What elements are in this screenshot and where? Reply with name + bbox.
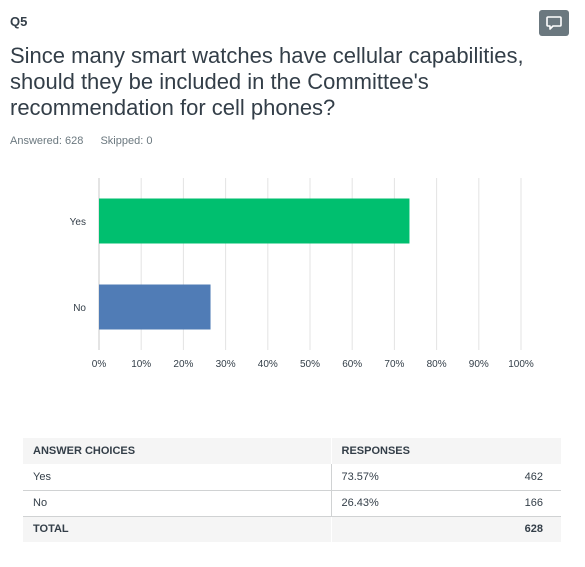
x-tick-label: 80%: [427, 359, 447, 370]
header-count: [482, 438, 561, 464]
speech-bubble-icon: [546, 16, 562, 30]
total-spacer: [331, 516, 483, 542]
row-choice: No: [23, 490, 332, 517]
bar-chart-svg: 0% 10% 20% 30% 40% 50% 60% 70% 80% 90% 100% Yes No: [70, 178, 534, 370]
total-label: TOTAL: [23, 516, 332, 542]
row-percent: 26.43%: [331, 490, 483, 517]
question-title: Since many smart watches have cellular c…: [10, 43, 524, 120]
table-row: No 26.43% 166: [23, 490, 561, 517]
x-tick-label: 40%: [258, 359, 278, 370]
header-responses: RESPONSES: [331, 438, 483, 464]
row-choice: Yes: [23, 464, 332, 491]
skipped-count: Skipped: 0: [100, 135, 153, 147]
x-tick-label: 60%: [342, 359, 362, 370]
table-total-row: TOTAL 628: [23, 516, 561, 542]
row-count: 462: [482, 464, 561, 491]
row-count: 166: [482, 490, 561, 517]
x-tick-label: 100%: [508, 359, 534, 370]
response-stats: Answered: 628 Skipped: 0: [10, 135, 166, 147]
bar-chart: 0% 10% 20% 30% 40% 50% 60% 70% 80% 90% 100% Yes No: [0, 170, 585, 380]
total-count: 628: [482, 516, 561, 542]
x-tick-label: 90%: [469, 359, 489, 370]
answered-count: Answered: 628: [10, 135, 84, 147]
question-number: Q5: [10, 14, 28, 29]
x-tick-label: 70%: [384, 359, 404, 370]
comment-button[interactable]: [539, 10, 569, 36]
row-percent: 73.57%: [331, 464, 483, 491]
results-table: ANSWER CHOICES RESPONSES Yes 73.57% 462 …: [23, 438, 561, 542]
x-tick-label: 0%: [92, 359, 107, 370]
table-header-row: ANSWER CHOICES RESPONSES: [23, 438, 561, 464]
bar-yes: [99, 198, 410, 244]
y-category-label: Yes: [70, 217, 86, 228]
x-tick-label: 20%: [173, 359, 193, 370]
x-tick-label: 30%: [216, 359, 236, 370]
header-answer-choices: ANSWER CHOICES: [23, 438, 332, 464]
y-category-label: No: [73, 303, 86, 314]
bar-no: [99, 284, 211, 330]
table-row: Yes 73.57% 462: [23, 464, 561, 491]
x-tick-label: 10%: [131, 359, 151, 370]
x-tick-label: 50%: [300, 359, 320, 370]
